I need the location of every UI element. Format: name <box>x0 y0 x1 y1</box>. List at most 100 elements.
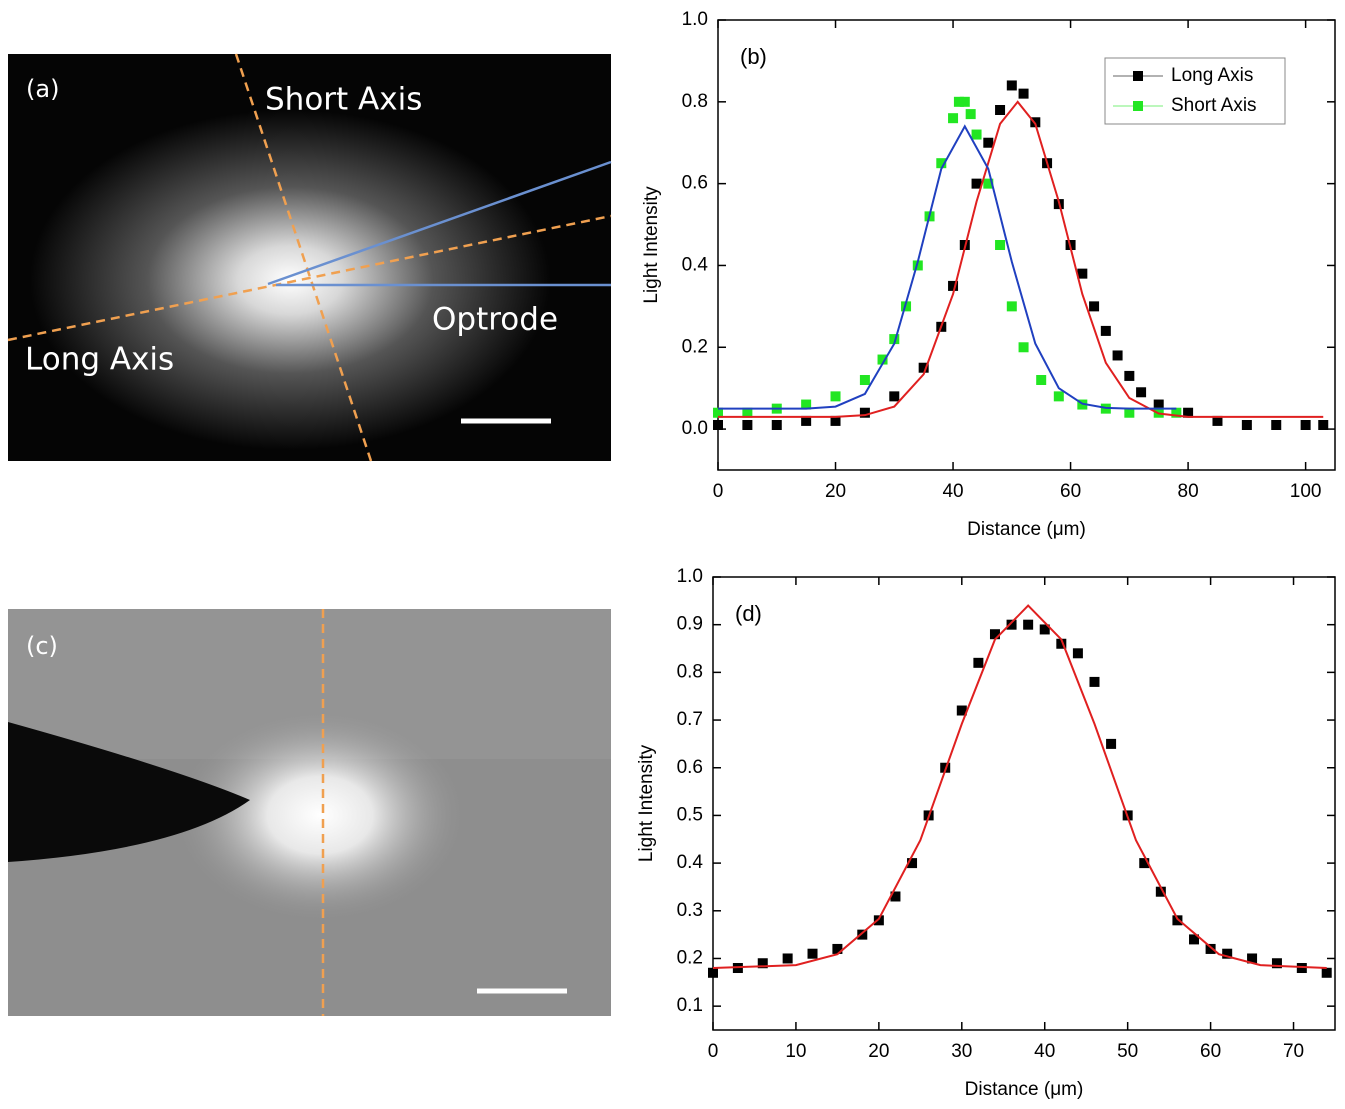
data-point <box>1030 117 1041 128</box>
data-point <box>959 96 970 107</box>
data-point <box>859 375 870 385</box>
annotation: Optrode <box>432 302 558 338</box>
panel-c: (c) <box>8 609 611 1016</box>
data-point <box>995 240 1006 250</box>
data-point <box>1089 301 1100 312</box>
optrode-edge <box>267 160 612 286</box>
data-point <box>890 891 901 902</box>
panel-label: (d) <box>735 601 762 626</box>
x-tick-label: 20 <box>868 1041 889 1062</box>
fit-line <box>718 124 1177 410</box>
y-tick-label: 0.5 <box>677 804 703 825</box>
panel-a: (a) Short Axis Optrode Long Axis <box>7 53 612 462</box>
data-point <box>1155 886 1166 897</box>
data-point <box>948 113 959 124</box>
data-point <box>1100 325 1111 336</box>
data-point <box>907 858 918 869</box>
data-point <box>1189 934 1200 945</box>
annotation: Short Axis <box>265 82 422 118</box>
data-point <box>971 129 982 140</box>
data-point <box>912 260 923 271</box>
data-point <box>1106 738 1117 749</box>
data-point <box>801 415 812 426</box>
x-tick-label: 0 <box>708 1041 719 1062</box>
data-point <box>1006 619 1017 630</box>
x-tick-label: 60 <box>1060 481 1081 502</box>
data-point <box>901 301 912 312</box>
data-point <box>782 953 793 964</box>
y-tick-label: 0.0 <box>682 418 708 439</box>
data-point <box>1124 370 1135 381</box>
y-axis-label: Light Intensity <box>636 744 657 862</box>
y-tick-label: 0.8 <box>682 91 708 112</box>
data-point <box>1053 391 1064 402</box>
y-tick-label: 0.9 <box>677 614 703 635</box>
x-tick-label: 50 <box>1117 1041 1138 1062</box>
annotation: Long Axis <box>25 342 174 378</box>
y-tick-label: 0.6 <box>682 173 708 194</box>
data-point <box>742 407 753 418</box>
y-tick-label: 0.8 <box>677 661 703 682</box>
data-point <box>1212 415 1223 426</box>
data-point <box>1171 407 1182 418</box>
x-tick-label: 100 <box>1290 481 1322 502</box>
data-point <box>1222 948 1233 959</box>
x-tick-label: 30 <box>951 1041 972 1062</box>
data-point <box>1271 958 1282 969</box>
x-tick-label: 60 <box>1200 1041 1221 1062</box>
data-point <box>948 280 959 291</box>
data-point <box>995 105 1006 115</box>
x-axis-label: Distance (μm) <box>967 519 1086 540</box>
data-point <box>857 929 868 940</box>
data-point <box>830 391 841 402</box>
data-point <box>1039 624 1050 635</box>
light-glow <box>30 110 550 450</box>
plot-frame <box>717 19 1336 471</box>
data-point <box>1124 407 1135 418</box>
data-point <box>936 158 947 169</box>
data-point <box>1153 399 1164 410</box>
data-point <box>807 948 818 959</box>
y-tick-label: 0.4 <box>677 852 704 873</box>
x-tick-label: 0 <box>713 481 724 502</box>
data-point <box>1296 963 1307 974</box>
data-point <box>830 415 841 426</box>
data-point <box>1018 88 1029 99</box>
data-point <box>1036 375 1047 385</box>
data-point <box>1112 350 1123 361</box>
y-tick-label: 0.1 <box>677 995 703 1016</box>
long-axis-line <box>7 214 612 342</box>
data-point <box>1089 676 1100 687</box>
data-point <box>889 391 900 402</box>
data-point <box>918 362 929 373</box>
x-tick-label: 10 <box>785 1041 806 1062</box>
data-point <box>983 178 994 189</box>
data-point <box>713 407 723 418</box>
data-point <box>713 420 723 430</box>
data-point <box>973 657 984 668</box>
x-tick-label: 20 <box>825 481 846 502</box>
data-point <box>889 334 900 345</box>
legend-label: Short Axis <box>1171 95 1257 116</box>
data-point <box>956 705 967 716</box>
data-point <box>877 354 888 365</box>
data-point <box>859 407 870 418</box>
x-axis-label: Distance (μm) <box>965 1079 1084 1100</box>
y-tick-label: 0.4 <box>682 254 709 275</box>
y-axis-label: Light Intensity <box>641 186 662 304</box>
y-tick-label: 1.0 <box>677 566 703 587</box>
data-point <box>1172 915 1183 926</box>
data-point <box>1300 420 1311 430</box>
x-tick-label: 40 <box>942 481 963 502</box>
data-point <box>1018 342 1029 353</box>
data-point <box>873 915 884 926</box>
panel-label: (b) <box>740 44 767 69</box>
y-tick-label: 0.3 <box>677 900 703 921</box>
data-point <box>742 420 753 430</box>
panel-label: (c) <box>26 632 58 660</box>
data-point <box>757 958 768 969</box>
data-point <box>1139 858 1150 869</box>
data-point <box>1136 387 1147 398</box>
x-tick-label: 70 <box>1283 1041 1304 1062</box>
